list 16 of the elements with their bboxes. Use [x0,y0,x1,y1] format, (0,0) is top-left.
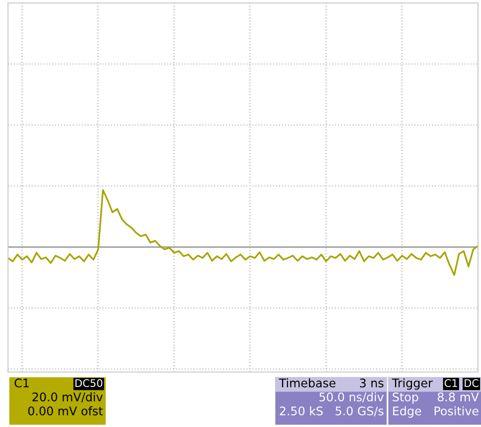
text: DC50 [75,379,102,388]
text: 0.00 mV ofst [28,406,103,416]
text: C1 [14,378,29,388]
text: Stop [392,392,418,404]
text: C1 [444,379,458,388]
text: DC [464,379,478,388]
text: 2.50 kS [280,406,323,416]
text: Edge [393,406,422,418]
text: Trigger [392,378,433,390]
text: 5.0 GS/s [336,406,384,416]
text: 3 ns [360,378,384,388]
text: Timebase [278,378,336,388]
text: Positive [434,406,478,416]
text: 20.0 mV/div [32,392,103,402]
text: 50.0 ns/div [320,392,384,402]
text: 8.8 mV [438,392,479,402]
